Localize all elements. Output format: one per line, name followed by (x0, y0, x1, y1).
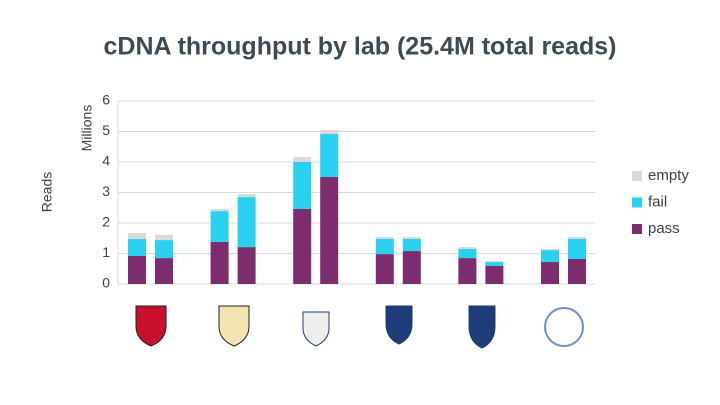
y-tick-label: 5 (102, 122, 110, 138)
y-axis-label: Reads (39, 172, 55, 212)
bar-segment (293, 208, 312, 284)
logo (218, 305, 250, 347)
y-tick-label: 2 (102, 214, 110, 230)
bar-segment (568, 237, 586, 239)
bar-segment (210, 208, 229, 212)
y-units-label: Millions (79, 105, 95, 152)
y-tick-label: 4 (102, 153, 110, 169)
logo (468, 305, 496, 349)
bar-segment (237, 197, 256, 248)
y-tick-label: 0 (102, 275, 110, 291)
legend-swatch (632, 224, 642, 234)
bar-segment (568, 238, 586, 259)
chart-title: cDNA throughput by lab (25.4M total read… (103, 33, 616, 61)
bar-segment (155, 234, 173, 241)
bar-segment (541, 250, 559, 263)
bar-segment (541, 262, 559, 284)
bar-segment (128, 238, 146, 256)
bar-segment (458, 248, 477, 259)
bar-segment (237, 247, 256, 284)
bar-segment (293, 157, 312, 162)
logo (385, 305, 413, 345)
bar-segment (375, 237, 394, 239)
legend-label: empty (648, 167, 689, 184)
bar-segment (320, 133, 339, 177)
bar-segment (293, 162, 312, 209)
bar-segment (128, 233, 146, 239)
y-tick-label: 1 (102, 244, 110, 260)
bar-segment (402, 237, 421, 239)
bar-segment (128, 255, 146, 284)
bar-segment (458, 247, 477, 249)
bar-segment (320, 176, 339, 284)
bar-segment (375, 254, 394, 284)
bar-segment (402, 238, 421, 252)
bar-segment (485, 262, 504, 267)
bar-segment (541, 248, 559, 251)
bar-segment (320, 129, 339, 134)
y-tick-label: 6 (102, 92, 110, 108)
bar-segment (210, 241, 229, 284)
bar-segment (375, 238, 394, 255)
logo (135, 305, 167, 347)
legend-swatch (632, 171, 642, 181)
bar-segment (155, 258, 173, 284)
legend-swatch (632, 197, 642, 208)
logo (302, 311, 330, 347)
bar-segment (155, 240, 173, 259)
y-tick-label: 3 (102, 183, 110, 199)
bar-segment (458, 258, 477, 284)
legend-label: pass (648, 220, 680, 237)
bar-segment (485, 261, 504, 263)
bar-segment (402, 251, 421, 284)
legend-label: fail (648, 193, 667, 210)
lab-logos (135, 305, 584, 349)
bar-segment (237, 194, 256, 198)
bar-segment (485, 266, 504, 284)
bar-segment (210, 211, 229, 242)
bar-segment (568, 258, 586, 284)
logo (544, 307, 584, 347)
